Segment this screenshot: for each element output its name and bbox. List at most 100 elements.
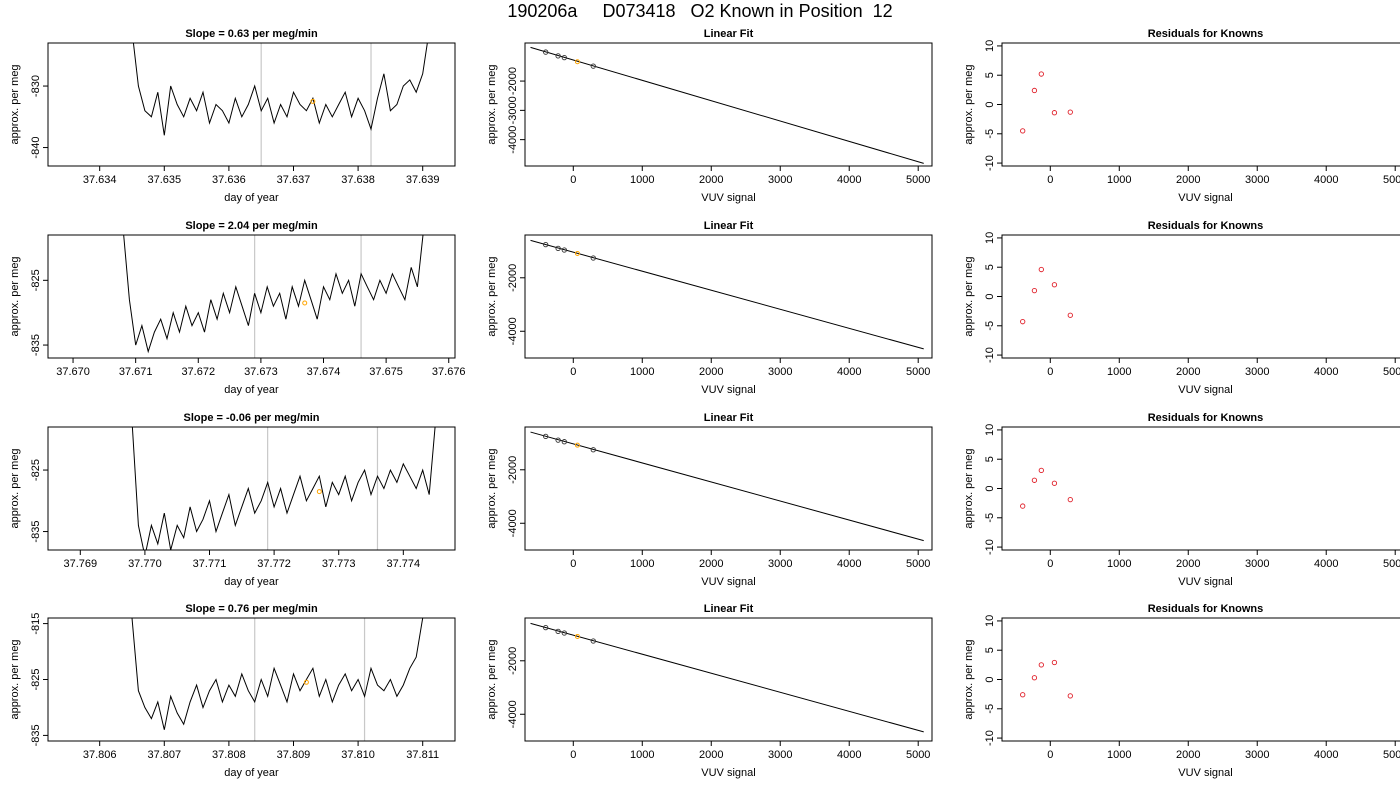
y-tick-label: -835 [30,724,42,746]
panel-title: Slope = 0.76 per meg/min [185,603,318,615]
y-axis-label: approx. per meg [963,64,975,144]
panel-title: Linear Fit [704,603,754,615]
y-tick-label: -10 [984,155,996,171]
fit-line [530,622,924,733]
x-tick-label: 3000 [1245,366,1269,378]
x-tick-label: 2000 [699,749,723,761]
residual-point [1031,87,1038,94]
y-axis-label: approx. per meg [9,639,21,719]
known-point [543,241,549,248]
x-tick-label: 4000 [1314,174,1338,186]
x-tick-label: 37.636 [212,174,246,186]
x-tick-label: 37.635 [147,174,181,186]
y-tick-label: -835 [30,521,42,543]
known-point [561,247,567,253]
x-tick-label: 5000 [906,558,930,570]
y-tick-label: -4000 [507,700,519,728]
plot-frame [524,426,933,551]
x-axis-label: day of year [224,192,279,204]
residual-point [1020,503,1026,509]
y-tick-label: 10 [984,615,996,627]
panel-8: Linear Fit 0 1000 2000 3000 4000 5000 VUV signa… [486,412,933,588]
x-tick-label: 2000 [1176,558,1200,570]
highlight-point [574,442,580,448]
plot-frame [47,42,456,167]
highlight-point [302,300,308,306]
x-tick-label: 3000 [768,558,792,570]
x-tick-label: 37.771 [193,558,227,570]
known-point [590,255,596,261]
residual-point [1051,659,1058,666]
x-tick-label: 37.675 [369,366,403,378]
plot-area [530,431,924,542]
data-trace [131,427,436,550]
x-tick-label: 37.674 [307,366,341,378]
x-tick-label: 3000 [768,749,792,761]
y-tick-label: -5 [984,513,996,523]
x-tick-label: 0 [1047,174,1053,186]
panel-title: Linear Fit [704,220,754,232]
residual-point [1031,675,1038,681]
panel-title: Linear Fit [704,28,754,40]
residual-point [1020,692,1026,698]
y-tick-label: -5 [984,321,996,331]
highlight-point [316,489,322,495]
x-tick-label: 5000 [1383,174,1400,186]
plot-area [1020,266,1073,325]
residual-point [1067,109,1073,115]
residual-point [1067,693,1073,699]
fit-line [530,46,924,164]
x-tick-label: 1000 [630,366,654,378]
plot-frame [47,426,456,551]
y-tick-label: -835 [30,334,42,356]
plot-frame [524,617,933,742]
y-axis-label: approx. per meg [9,64,21,144]
x-tick-label: 0 [570,366,576,378]
x-tick-label: 37.673 [244,366,278,378]
x-tick-label: 37.637 [277,174,311,186]
x-tick-label: 37.634 [83,174,117,186]
x-tick-label: 37.806 [83,749,117,761]
x-tick-label: 4000 [837,749,861,761]
panel-title: Slope = -0.06 per meg/min [183,412,319,424]
y-tick-label: -815 [30,613,42,635]
panel-5: Linear Fit 0 1000 2000 3000 4000 5000 VUV signa… [486,220,933,396]
x-tick-label: 37.809 [277,749,311,761]
data-trace [123,235,424,354]
x-tick-label: 0 [570,174,576,186]
x-axis-label: VUV signal [701,576,755,588]
panel-title: Residuals for Knowns [1148,28,1264,40]
x-axis-label: VUV signal [1178,384,1232,396]
panel-1: Slope = 0.63 per meg/min 37.634 37.635 37.6… [9,28,456,204]
y-tick-label: 5 [984,264,996,270]
residual-point [1020,128,1026,134]
known-point [590,447,596,453]
residual-point [1051,282,1058,288]
panel-6: Residuals for Knowns 0 1000 2000 3000 4000 500… [963,220,1400,396]
x-axis-label: VUV signal [1178,192,1232,204]
y-tick-label: -4000 [507,509,519,537]
y-tick-label: 0 [984,101,996,107]
page-title: 190206a D073418 O2 Known in Position 12 [507,1,893,21]
residual-point [1038,467,1044,473]
plot-frame [524,42,933,167]
x-tick-label: 1000 [630,558,654,570]
x-tick-label: 4000 [1314,366,1338,378]
x-tick-label: 1000 [630,174,654,186]
x-tick-label: 37.770 [128,558,162,570]
y-tick-label: -840 [30,137,42,159]
known-point [543,624,549,631]
panel-title: Slope = 0.63 per meg/min [185,28,318,40]
residual-point [1031,287,1038,294]
x-tick-label: 3000 [1245,558,1269,570]
y-tick-label: -5 [984,704,996,714]
plot-area [131,427,436,550]
plot-area [1020,71,1073,134]
panel-title: Linear Fit [704,412,754,424]
x-tick-label: 37.676 [432,366,466,378]
x-tick-label: 2000 [1176,366,1200,378]
x-tick-label: 2000 [699,366,723,378]
x-tick-label: 2000 [699,558,723,570]
plot-area [1020,467,1073,509]
y-tick-label: -830 [30,75,42,97]
